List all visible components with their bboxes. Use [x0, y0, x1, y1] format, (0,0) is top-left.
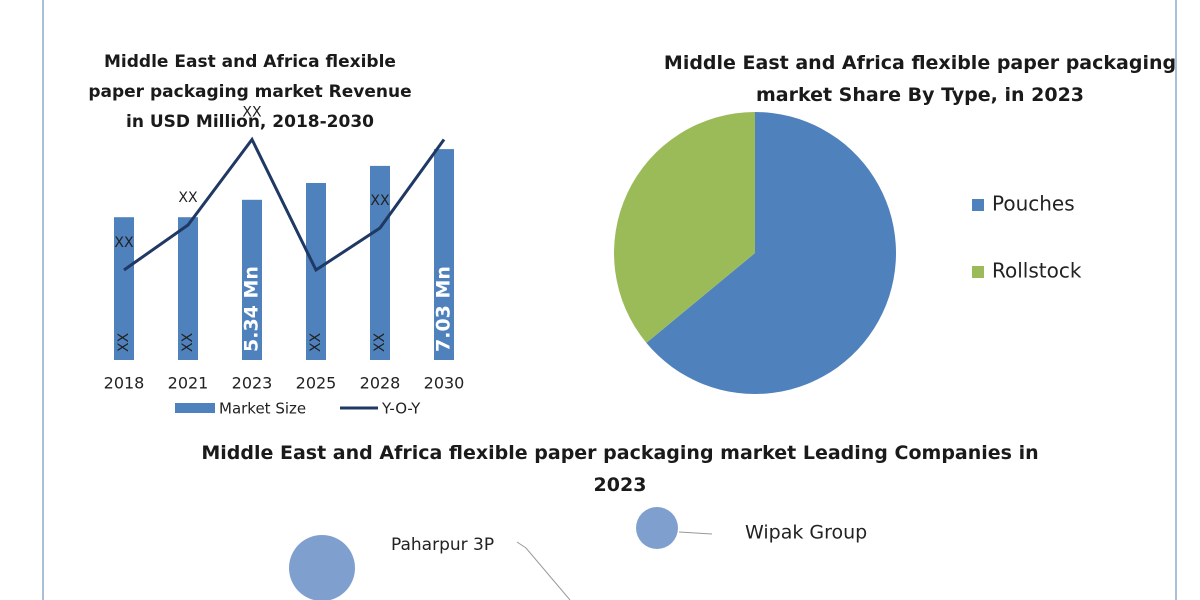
x-tick-label: 2025 — [296, 374, 337, 393]
bar — [242, 199, 262, 360]
data-label: XX — [370, 193, 390, 209]
x-tick-label: 2023 — [232, 374, 273, 393]
data-label: 7.03 Mn — [433, 266, 455, 352]
legend-swatch — [972, 199, 984, 211]
company-label: Wipak Group — [745, 522, 867, 544]
leader-line — [678, 531, 713, 535]
bar — [370, 165, 390, 360]
x-tick-label: 2018 — [104, 374, 145, 393]
data-label: XX — [116, 332, 132, 352]
line — [123, 136, 446, 273]
company-label: Paharpur 3P — [391, 535, 494, 555]
x-tick-label: 2028 — [360, 374, 401, 393]
data-label: XX — [114, 235, 134, 251]
leader-line — [516, 541, 571, 600]
legend-label: Rollstock — [992, 259, 1082, 283]
company-bubble — [289, 535, 355, 600]
data-label: XX — [308, 332, 324, 352]
x-tick-label: 2030 — [424, 374, 465, 393]
bar — [434, 149, 454, 360]
company-bubble — [636, 507, 678, 549]
pie-chart-title: Middle East and Africa flexible paper pa… — [663, 52, 1177, 106]
legend-label: Y-O-Y — [381, 400, 421, 418]
data-label: XX — [242, 105, 262, 121]
bar — [114, 217, 134, 360]
pie-slice — [613, 111, 755, 343]
data-label: XX — [178, 190, 198, 206]
data-label: XX — [180, 332, 196, 352]
data-label: XX — [372, 332, 388, 352]
legend-label: Market Size — [219, 400, 306, 418]
legend-swatch — [175, 403, 215, 413]
data-label: 5.34 Mn — [241, 266, 263, 352]
bar — [178, 217, 198, 360]
legend-label: Pouches — [992, 192, 1075, 216]
legend-swatch — [972, 266, 984, 278]
pie-slice — [646, 112, 896, 394]
companies-title: Middle East and Africa flexible paper pa… — [201, 442, 1039, 496]
bar-chart-title: Middle East and Africa flexible paper pa… — [88, 52, 412, 132]
x-tick-label: 2021 — [168, 374, 209, 393]
